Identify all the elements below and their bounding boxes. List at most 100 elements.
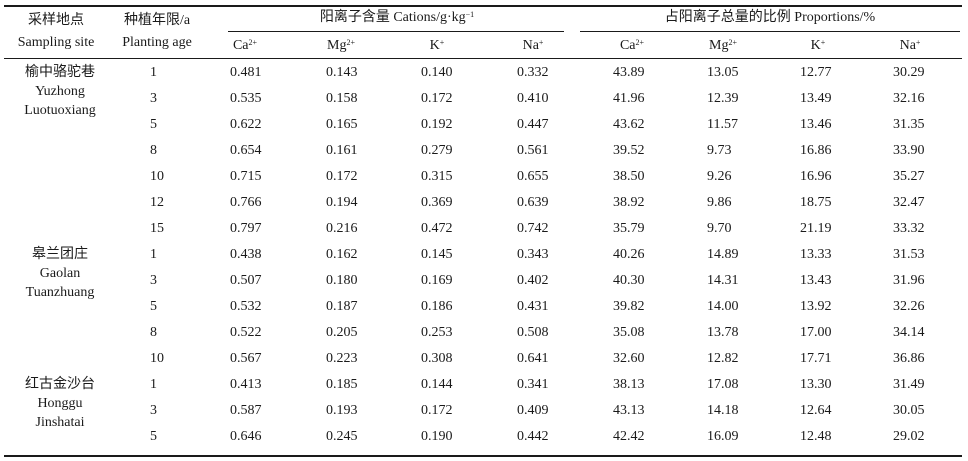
ion-symbol: Ca xyxy=(232,38,249,53)
proportion-k-cell: 16.96 xyxy=(800,169,832,184)
ion-symbol: K xyxy=(429,38,440,53)
table-header-rule xyxy=(4,58,962,59)
cation-ca-cell: 0.535 xyxy=(230,91,262,106)
ion-charge: + xyxy=(915,38,921,47)
cation-na-cell: 0.410 xyxy=(517,91,549,106)
cation-na-cell: 0.742 xyxy=(517,221,549,236)
proportion-k-cell: 12.77 xyxy=(800,65,832,80)
proportion-mg-cell: 9.73 xyxy=(707,143,732,158)
cation-mg-cell: 0.162 xyxy=(326,247,358,262)
age-cell: 12 xyxy=(150,195,164,210)
cation-na-cell: 0.343 xyxy=(517,247,549,262)
cation-na-cell: 0.402 xyxy=(517,273,549,288)
cation-ca-cell: 0.413 xyxy=(230,377,262,392)
proportion-ca-cell: 38.92 xyxy=(613,195,645,210)
proportion-na-cell: 33.32 xyxy=(893,221,925,236)
proportion-k-cell: 13.92 xyxy=(800,299,832,314)
age-cell: 1 xyxy=(150,377,157,392)
cation-mg-cell: 0.187 xyxy=(326,299,358,314)
proportion-mg-cell: 17.08 xyxy=(707,377,739,392)
cation-mg-cell: 0.185 xyxy=(326,377,358,392)
proportion-k-cell: 13.30 xyxy=(800,377,832,392)
proportion-na-header: Na+ xyxy=(900,38,921,54)
header-proportion-group: 占阳离子总量的比例 Proportions/% xyxy=(664,10,876,25)
proportion-k-cell: 17.00 xyxy=(800,325,832,340)
cation-na-header: Na+ xyxy=(523,38,544,54)
age-cell: 15 xyxy=(150,221,164,236)
proportion-k-header: K+ xyxy=(811,38,826,54)
proportion-mg-cell: 12.82 xyxy=(707,351,739,366)
proportion-na-cell: 30.29 xyxy=(893,65,925,80)
cation-k-cell: 0.186 xyxy=(421,299,453,314)
proportion-mg-cell: 13.78 xyxy=(707,325,739,340)
proportion-na-cell: 31.35 xyxy=(893,117,925,132)
cation-ca-cell: 0.438 xyxy=(230,247,262,262)
cation-ca-cell: 0.654 xyxy=(230,143,262,158)
ion-symbol: K xyxy=(810,38,821,53)
cation-ca-cell: 0.481 xyxy=(230,65,262,80)
cation-ca-cell: 0.532 xyxy=(230,299,262,314)
cation-na-cell: 0.341 xyxy=(517,377,549,392)
cation-na-cell: 0.655 xyxy=(517,169,549,184)
proportion-ca-cell: 39.52 xyxy=(613,143,645,158)
cation-na-cell: 0.447 xyxy=(517,117,549,132)
proportion-ca-cell: 32.60 xyxy=(613,351,645,366)
cation-ca-cell: 0.646 xyxy=(230,429,262,444)
proportion-ca-cell: 40.30 xyxy=(613,273,645,288)
cation-k-cell: 0.145 xyxy=(421,247,453,262)
header-cation-group-text: 阳离子含量 Cations/g·kg xyxy=(319,10,466,25)
cation-k-cell: 0.172 xyxy=(421,91,453,106)
site-1-line-1: Gaolan xyxy=(39,266,81,281)
cation-mg-cell: 0.223 xyxy=(326,351,358,366)
table-top-rule xyxy=(4,5,962,7)
cation-k-cell: 0.190 xyxy=(421,429,453,444)
cation-k-cell: 0.169 xyxy=(421,273,453,288)
age-cell: 8 xyxy=(150,143,157,158)
cation-group-rule xyxy=(228,31,564,32)
header-cation-group-sup: −1 xyxy=(465,10,475,19)
proportion-k-cell: 16.86 xyxy=(800,143,832,158)
site-0-line-0: 榆中骆驼巷 xyxy=(25,65,95,80)
age-cell: 10 xyxy=(150,351,164,366)
proportion-na-cell: 32.47 xyxy=(893,195,925,210)
cation-mg-cell: 0.143 xyxy=(326,65,358,80)
proportion-ca-cell: 38.13 xyxy=(613,377,645,392)
ion-charge: 2+ xyxy=(346,38,355,47)
age-cell: 1 xyxy=(150,247,157,262)
ion-symbol: Ca xyxy=(619,38,636,53)
proportion-mg-cell: 9.26 xyxy=(707,169,732,184)
ion-symbol: Na xyxy=(522,38,539,53)
ion-charge: + xyxy=(820,38,826,47)
age-cell: 10 xyxy=(150,169,164,184)
cation-mg-cell: 0.193 xyxy=(326,403,358,418)
table-bottom-rule xyxy=(4,455,962,457)
proportion-ca-cell: 43.89 xyxy=(613,65,645,80)
ion-charge: 2+ xyxy=(248,38,258,47)
proportion-k-cell: 17.71 xyxy=(800,351,832,366)
proportion-k-cell: 21.19 xyxy=(800,221,832,236)
age-cell: 8 xyxy=(150,325,157,340)
proportion-na-cell: 32.26 xyxy=(893,299,925,314)
cation-k-cell: 0.253 xyxy=(421,325,453,340)
age-cell: 3 xyxy=(150,273,157,288)
proportion-k-cell: 13.46 xyxy=(800,117,832,132)
proportion-ca-cell: 38.50 xyxy=(613,169,645,184)
cation-k-cell: 0.369 xyxy=(421,195,453,210)
header-cation-group: 阳离子含量 Cations/g·kg−1 xyxy=(320,9,474,27)
proportion-k-cell: 12.48 xyxy=(800,429,832,444)
cation-mg-cell: 0.161 xyxy=(326,143,358,158)
cation-mg-header: Mg2+ xyxy=(327,38,355,54)
proportion-k-cell: 18.75 xyxy=(800,195,832,210)
site-0-line-1: Yuzhong xyxy=(35,84,85,99)
ion-charge: + xyxy=(538,38,544,47)
proportion-k-cell: 13.43 xyxy=(800,273,832,288)
proportion-ca-cell: 43.62 xyxy=(613,117,645,132)
proportion-na-cell: 29.02 xyxy=(893,429,925,444)
proportion-k-cell: 12.64 xyxy=(800,403,832,418)
header-site-cn: 采样地点 xyxy=(28,13,84,28)
proportion-na-cell: 33.90 xyxy=(893,143,925,158)
ion-symbol: Mg xyxy=(327,38,347,53)
proportion-mg-header: Mg2+ xyxy=(709,38,737,54)
proportion-mg-cell: 14.00 xyxy=(707,299,739,314)
proportion-ca-header: Ca2+ xyxy=(620,38,644,54)
